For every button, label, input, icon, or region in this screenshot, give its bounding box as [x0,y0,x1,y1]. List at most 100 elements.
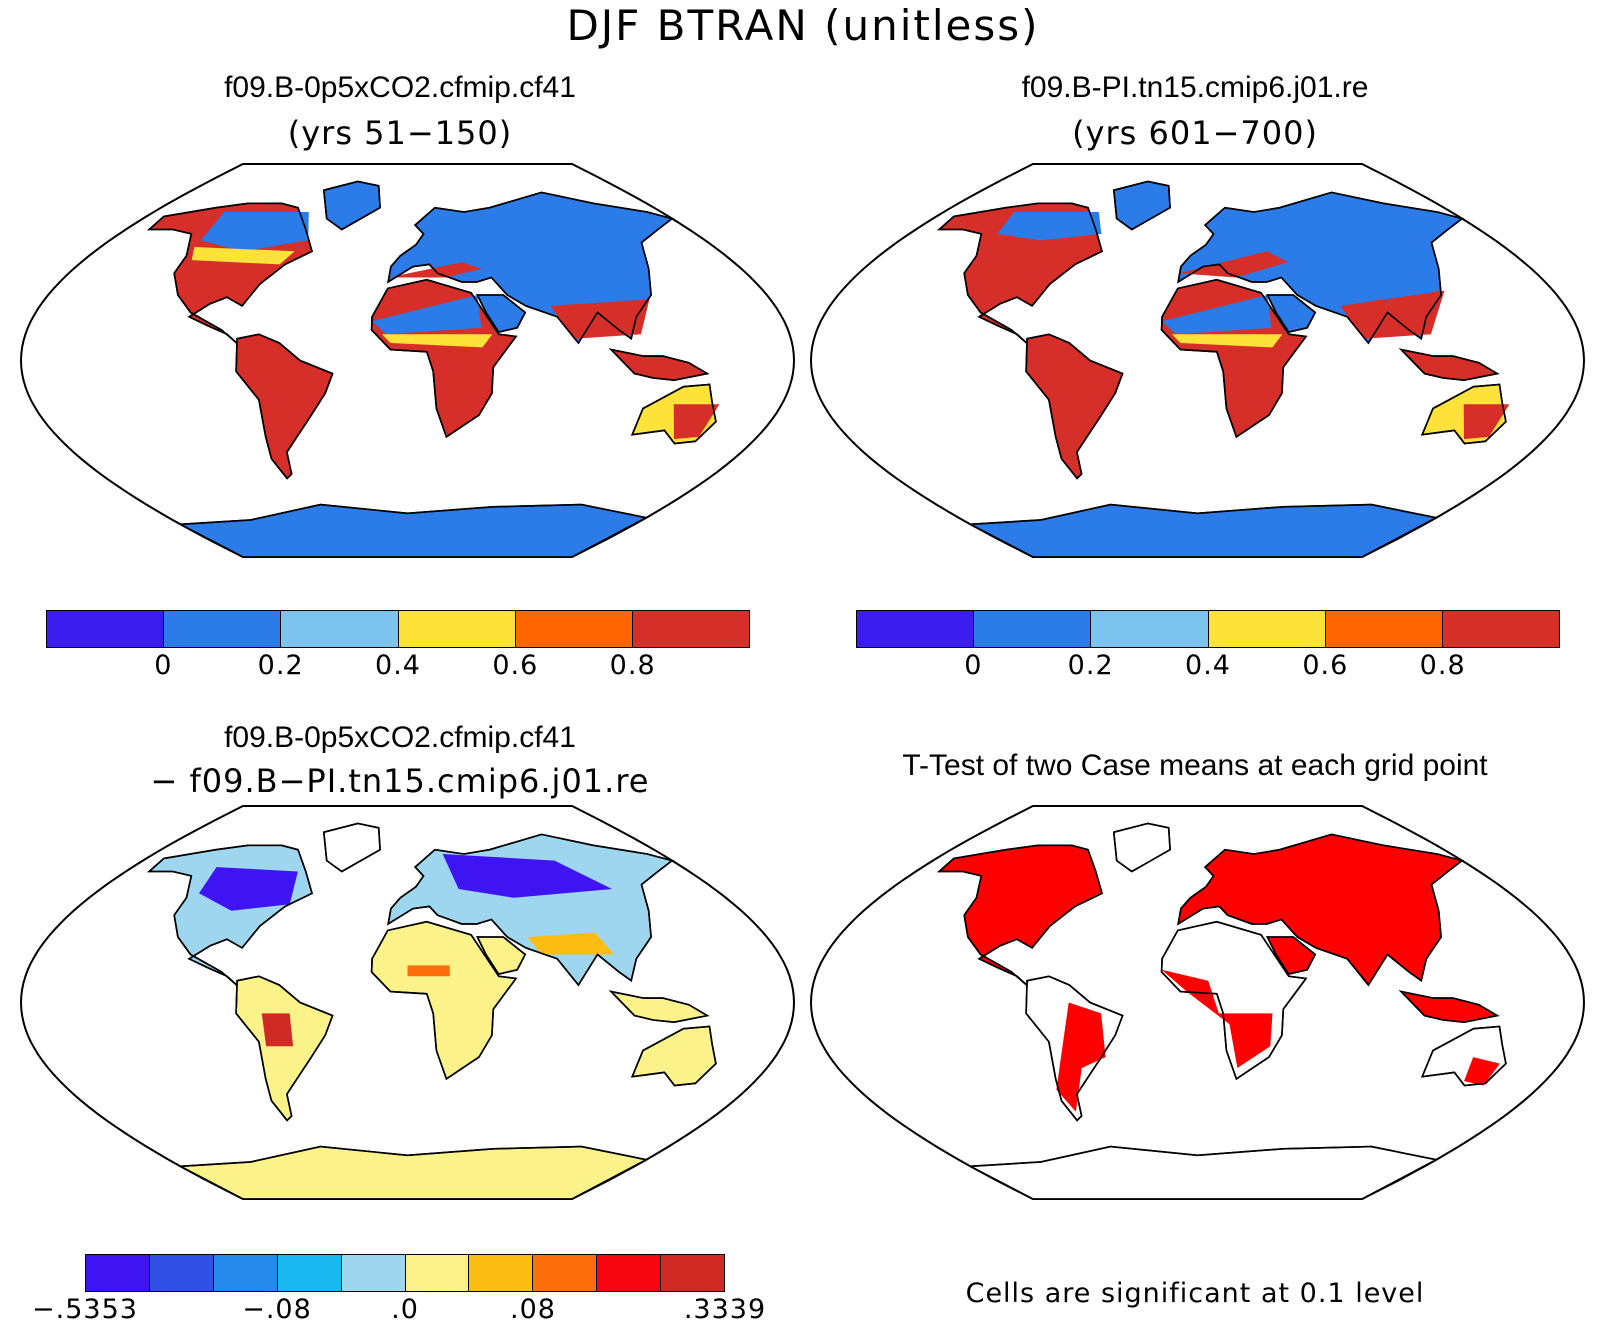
value-region [1161,295,1272,335]
colorbar-tick-label: 0.2 [1067,650,1114,681]
coastline-africa [370,920,518,1081]
colorbar-swatch [661,1255,725,1291]
colorbar-swatch [164,611,282,647]
coastline-australia [1420,383,1507,445]
coastline-australia [630,1025,717,1087]
value-region [442,854,613,898]
coastline-eurasia [387,833,674,987]
colorbar-difference [85,1254,725,1292]
value-region [1178,251,1289,278]
value-region [1340,290,1445,339]
colorbar-tick-label: 0.6 [1302,650,1349,681]
colorbar-swatch [533,1255,598,1291]
value-region [1464,1057,1500,1086]
colorbar-tick-label: 0.4 [375,650,421,681]
colorbar-swatch [405,1255,470,1291]
colorbar-swatch [597,1255,662,1291]
value-region [199,867,298,911]
colorbar-swatch [341,1255,406,1291]
coastline-arabia [1266,294,1317,334]
value-region [200,212,309,252]
coastline-eurasia [387,191,674,345]
map-case2 [809,163,1586,558]
panel3-subtitle: − f09.B−PI.tn15.cmip6.j01.re [150,762,650,800]
colorbar-tick-label: −.5353 [32,1294,138,1325]
colorbar-swatch [86,1255,150,1291]
panel2-subtitle: (yrs 601−700) [1072,114,1318,152]
coastline-indonesia [608,348,710,382]
coastline-northamerica [937,844,1103,986]
value-region [382,334,493,348]
panel1-subtitle: (yrs 51−150) [287,114,513,152]
panel4-title: T-Test of two Case means at each grid po… [902,749,1488,782]
colorbar-swatch [632,611,750,647]
value-region [371,295,482,335]
value-region [527,932,615,955]
colorbar-swatch [149,1255,214,1291]
colorbar-case2 [856,610,1560,648]
colorbar-swatch [277,1255,342,1291]
coastline-southamerica [1025,975,1124,1122]
coastline-australia [1420,1025,1507,1087]
colorbar-tick-label: 0.2 [257,650,304,681]
coastline-africa [370,278,518,439]
coastline-africa [1160,278,1308,439]
colorbar-swatch [1325,611,1443,647]
colorbar-tick-label: −.08 [242,1294,312,1325]
map-difference [19,805,796,1200]
colorbar-swatch [281,611,399,647]
colorbar-tick-label: 0.4 [1185,650,1231,681]
colorbar-swatch [1442,611,1560,647]
colorbar-swatch [1208,611,1326,647]
coastline-indonesia [1398,990,1500,1024]
colorbar-swatch [515,611,633,647]
colorbar-swatch [857,611,975,647]
coastline-indonesia [608,990,710,1024]
coastline-antarctica [967,503,1439,558]
colorbar-tick-label: 0.8 [1419,650,1466,681]
coastline-antarctica [177,503,649,558]
colorbar-swatch [47,611,165,647]
colorbar-swatch [974,611,1092,647]
value-region [1161,969,1273,1068]
colorbar-tick-label: 0.6 [492,650,539,681]
value-region [1172,334,1283,348]
coastline-southamerica [235,333,334,480]
significance-note: Cells are significant at 0.1 level [965,1278,1425,1309]
coastline-southamerica [1025,333,1124,480]
panel1-title: f09.B-0p5xCO2.cfmip.cf41 [224,71,576,104]
value-region [1056,1002,1106,1112]
coastline-africa [1160,920,1308,1081]
panel2-title: f09.B-PI.tn15.cmip6.j01.re [1021,71,1369,104]
colorbar-tick-label: .3339 [683,1294,767,1325]
coastline-antarctica [967,1145,1439,1200]
value-region [1463,404,1510,440]
value-region [261,1013,294,1047]
coastline-greenland [322,822,381,873]
coastline-northamerica [147,202,313,344]
colorbar-case1 [46,610,750,648]
map-ttest [809,805,1586,1200]
coastline-greenland [1112,822,1171,873]
panel3-title: f09.B-0p5xCO2.cfmip.cf41 [224,721,576,754]
coastline-indonesia [1398,348,1500,382]
colorbar-swatch [1091,611,1209,647]
coastline-northamerica [147,844,313,986]
coastline-eurasia [1177,833,1464,987]
coastline-arabia [476,294,527,334]
coastline-antarctica [177,1145,649,1200]
value-region [673,404,720,440]
colorbar-swatch [398,611,516,647]
value-region [407,965,450,977]
colorbar-tick-label: 0 [964,650,983,681]
coastline-arabia [1266,936,1317,976]
value-region [191,247,295,265]
colorbar-tick-label: 0.8 [609,650,656,681]
coastline-greenland [1112,180,1171,231]
colorbar-swatch [469,1255,534,1291]
coastline-arabia [476,936,527,976]
colorbar-tick-label: .08 [510,1294,556,1325]
coastline-greenland [322,180,381,231]
colorbar-tick-label: 0 [154,650,173,681]
value-region [550,299,650,339]
